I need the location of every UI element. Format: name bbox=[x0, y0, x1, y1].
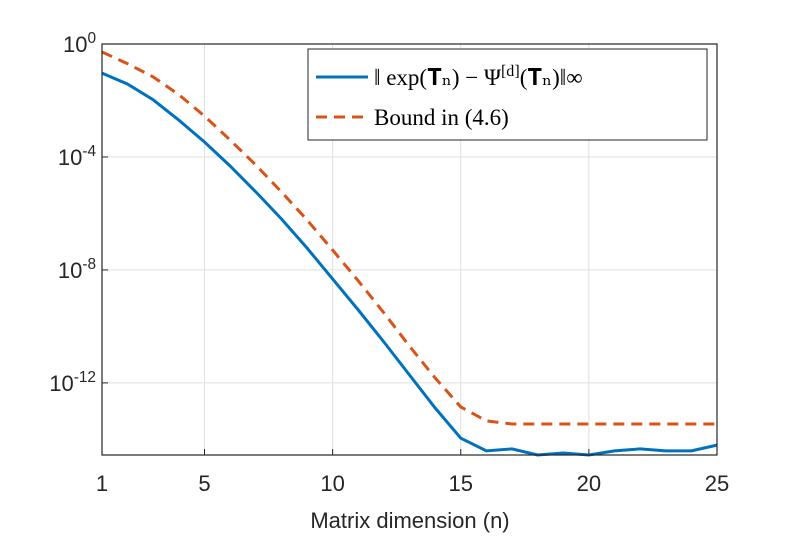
y-tick-label: 10-4​ bbox=[58, 143, 97, 170]
y-tick-label: 10-8​ bbox=[58, 256, 96, 283]
legend-label: Bound in (4.6) bbox=[374, 105, 509, 130]
line-series bbox=[101, 71, 718, 457]
y-tick-label: 10-12​ bbox=[49, 369, 96, 396]
y-tick-label: 100​ bbox=[63, 30, 96, 57]
x-tick-label: 25 bbox=[705, 471, 729, 496]
legend-box bbox=[307, 48, 708, 141]
legend-label: ‖ exp(𝐓ₙ) − Ψ[d]​(𝐓ₙ)‖∞ bbox=[374, 63, 583, 90]
x-axis-label: Matrix dimension (n) bbox=[310, 508, 509, 533]
x-tick-label: 10 bbox=[320, 471, 344, 496]
x-tick-label: 15 bbox=[449, 471, 473, 496]
x-tick-label: 20 bbox=[577, 471, 601, 496]
x-tick-label: 5 bbox=[198, 471, 210, 496]
axes-box bbox=[101, 43, 718, 456]
line-series bbox=[101, 50, 717, 426]
x-tick-label: 1 bbox=[96, 471, 108, 496]
